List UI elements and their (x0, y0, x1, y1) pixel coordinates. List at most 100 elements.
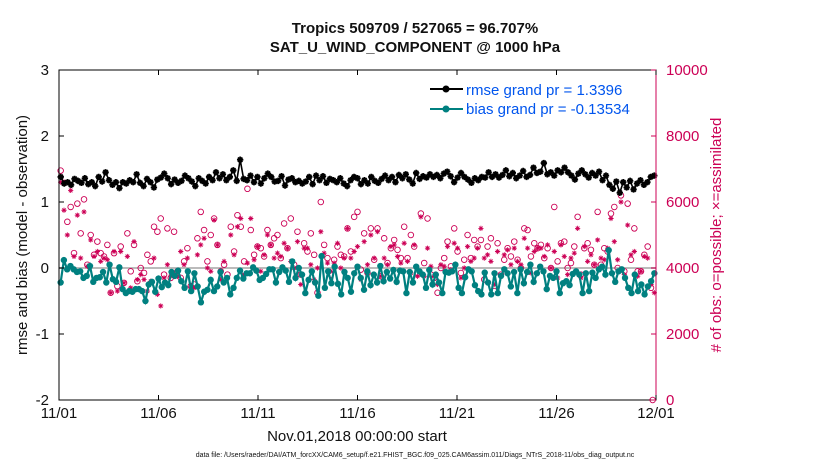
x-tick-label: 11/06 (140, 405, 176, 422)
obs-assimilated-point (158, 303, 164, 309)
obs-assimilated-point (98, 258, 104, 264)
rmse-point (588, 169, 596, 177)
bias-point (187, 287, 195, 295)
obs-assimilated-point (374, 229, 381, 235)
bias-point (204, 286, 211, 293)
bias-point (158, 283, 165, 291)
obs-assimilated-point (541, 253, 547, 260)
bias-point (612, 278, 619, 286)
obs-assimilated-point (585, 258, 591, 264)
obs-assimilated-point (575, 225, 581, 231)
obs-assimilated-point (334, 240, 341, 246)
bias-point (138, 287, 146, 295)
bias-point (523, 268, 531, 276)
axes: 11/01 11/06 11/11 11/16 11/21 11/26 12/01 -2 -1 0… (36, 62, 708, 422)
bias-point (217, 268, 224, 276)
rmse-point (140, 182, 147, 190)
rmse-point (478, 173, 485, 181)
obs-assimilated-point (118, 248, 124, 255)
bias-series (57, 246, 658, 306)
bias-point (178, 278, 185, 285)
bias-point (337, 291, 345, 298)
bias-point (383, 268, 391, 276)
rmse-point (647, 173, 655, 181)
right-y-tick-label: 4000 (666, 260, 699, 277)
rmse-point (116, 184, 123, 192)
rmse-point (502, 167, 510, 174)
rmse-point (216, 175, 223, 182)
legend-rmse-marker (442, 85, 450, 93)
obs-assimilated-point (651, 290, 657, 296)
obs-assimilated-point (141, 276, 147, 283)
obs-assimilated-point (531, 248, 537, 255)
rmse-point (250, 179, 258, 186)
obs-assimilated-point (538, 245, 544, 251)
rmse-point (540, 159, 548, 167)
obs-assimilated-point (261, 252, 267, 258)
rmse-point (261, 175, 268, 182)
bias-point (553, 268, 560, 275)
bias-point (305, 276, 312, 284)
bias-point (165, 281, 172, 289)
obs-assimilated-point (74, 212, 80, 218)
bias-point (272, 279, 280, 286)
rmse-point (161, 170, 168, 177)
plot-area (58, 69, 657, 401)
bias-point (628, 289, 635, 297)
obs-assimilated-point (451, 240, 457, 246)
bias-point (367, 281, 374, 289)
obs-assimilated-point (194, 252, 201, 258)
obs-assimilated-point (378, 273, 384, 279)
bias-point (328, 279, 335, 287)
rmse-point (599, 177, 606, 184)
obs-possible-point (420, 259, 428, 267)
right-y-tick-label: 8000 (666, 128, 699, 145)
obs-possible-point (337, 251, 345, 259)
obs-assimilated-point (444, 243, 451, 250)
obs-possible-point (531, 239, 538, 247)
obs-assimilated-point (111, 248, 117, 255)
obs-possible-point (77, 230, 84, 237)
obs-assimilated-point (94, 248, 100, 255)
obs-assimilated-point (154, 291, 160, 297)
rmse-point (402, 171, 410, 178)
rmse-point (333, 179, 340, 186)
rmse-point (354, 175, 361, 182)
rmse-point (102, 169, 109, 176)
obs-possible-point (487, 235, 495, 242)
bias-point (315, 292, 322, 299)
rmse-point (88, 179, 95, 186)
rmse-point (302, 178, 309, 185)
bias-point (530, 278, 537, 286)
bias-point (641, 291, 648, 298)
obs-assimilated-point (78, 255, 84, 261)
bias-point (184, 268, 192, 275)
legend-box (425, 77, 652, 119)
obs-assimilated-point (351, 248, 357, 255)
right-y-tick-label: 0 (666, 392, 674, 409)
bias-point (579, 289, 586, 297)
obs-assimilated-point (628, 252, 634, 258)
rmse-point (219, 171, 227, 178)
obs-possible-point (594, 208, 601, 216)
rmse-point (440, 170, 447, 177)
bias-point (308, 268, 316, 275)
obs-possible-point (571, 243, 578, 250)
bias-point (112, 278, 120, 286)
obs-assimilated-point (251, 257, 257, 263)
obs-possible-point (624, 200, 631, 207)
obs-assimilated-point (454, 245, 461, 251)
bias-point (214, 283, 221, 290)
rmse-point (450, 179, 458, 186)
obs-possible-point (257, 244, 265, 252)
obs-possible-point (440, 254, 448, 262)
bias-point (638, 281, 645, 288)
obs-assimilated-point (511, 245, 517, 251)
obs-possible-point (554, 258, 561, 265)
obs-assimilated-point (401, 240, 407, 246)
rmse-point (292, 179, 299, 186)
rmse-point (181, 172, 189, 179)
rmse-point (143, 175, 151, 183)
bias-point (341, 268, 348, 276)
